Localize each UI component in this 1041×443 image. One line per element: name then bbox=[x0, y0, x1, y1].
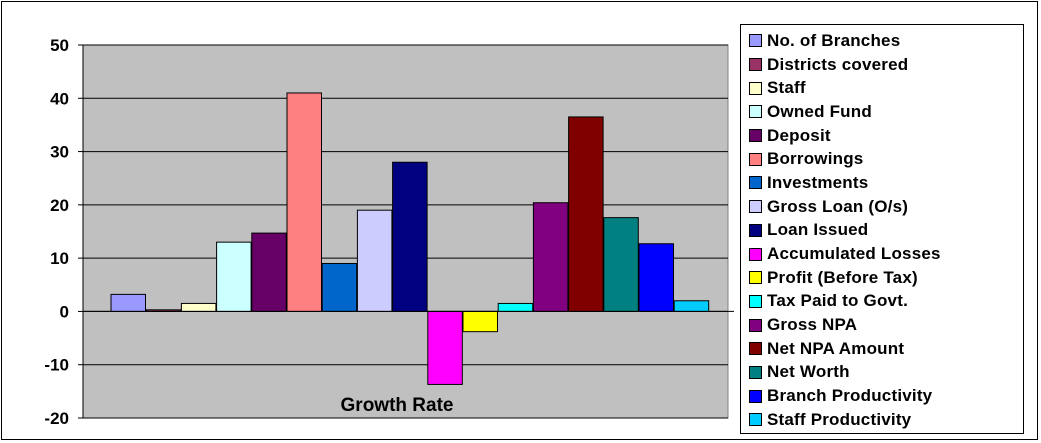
y-tick-label: 20 bbox=[50, 196, 69, 215]
bar-staff bbox=[180, 302, 217, 312]
legend-label: Districts covered bbox=[767, 54, 909, 74]
legend-item: Accumulated Losses bbox=[749, 242, 1023, 266]
legend-label: Branch Productivity bbox=[767, 386, 933, 406]
y-axis: -20 -10 0 10 20 30 40 50 bbox=[44, 36, 734, 428]
y-tick-label: 10 bbox=[50, 249, 69, 268]
bar-loan-issued bbox=[392, 161, 428, 312]
legend-label: Borrowings bbox=[767, 149, 864, 169]
y-tick-label: -20 bbox=[44, 409, 69, 428]
legend-item: Gross NPA bbox=[749, 313, 1023, 337]
bar-no-of-branches bbox=[110, 293, 146, 312]
bar-tax-paid-to-govt bbox=[497, 302, 534, 312]
legend-swatch bbox=[749, 34, 762, 48]
y-tick-label: 0 bbox=[60, 302, 69, 321]
bar-branch-productivity bbox=[638, 243, 674, 312]
bar-staff-productivity bbox=[673, 300, 710, 312]
legend-item: Net NPA Amount bbox=[749, 337, 1023, 361]
bars bbox=[110, 92, 710, 385]
bar-owned-fund bbox=[216, 241, 252, 312]
legend-item: Staff Productivity bbox=[749, 408, 1023, 432]
legend-label: Profit (Before Tax) bbox=[767, 267, 918, 287]
legend-label: Accumulated Losses bbox=[767, 244, 941, 264]
y-tick-label: 50 bbox=[50, 36, 69, 55]
legend-swatch bbox=[749, 271, 762, 285]
legend-item: Borrowings bbox=[749, 147, 1023, 171]
legend-item: Districts covered bbox=[749, 53, 1023, 77]
legend-swatch bbox=[749, 342, 762, 356]
legend-swatch bbox=[749, 318, 762, 332]
legend-swatch bbox=[749, 176, 762, 190]
bar-borrowings bbox=[286, 92, 322, 312]
legend-item: No. of Branches bbox=[749, 29, 1023, 53]
bar-deposit bbox=[251, 232, 287, 312]
legend-label: Net NPA Amount bbox=[767, 338, 905, 358]
legend-swatch bbox=[749, 413, 762, 427]
legend-item: Tax Paid to Govt. bbox=[749, 290, 1023, 314]
legend-item: Staff bbox=[749, 76, 1023, 100]
legend-item: Loan Issued bbox=[749, 219, 1023, 243]
bar-investments bbox=[321, 262, 358, 312]
bar-profit-before-tax bbox=[462, 310, 498, 333]
bar-gross-npa bbox=[532, 202, 569, 312]
chart-title: Growth Rate bbox=[341, 395, 454, 416]
legend-swatch bbox=[749, 389, 762, 403]
legend-swatch bbox=[749, 247, 762, 261]
y-tick-label: 30 bbox=[50, 143, 69, 162]
legend-swatch bbox=[749, 200, 762, 214]
legend-label: Deposit bbox=[767, 125, 831, 145]
y-tick-label: -10 bbox=[44, 356, 69, 375]
legend-swatch bbox=[749, 294, 762, 308]
legend-label: Loan Issued bbox=[767, 220, 869, 240]
legend-label: Gross Loan (O/s) bbox=[767, 196, 909, 216]
legend: No. of Branches Districts covered Staff Own… bbox=[740, 24, 1024, 434]
legend-label: Staff Productivity bbox=[767, 409, 912, 429]
legend-swatch bbox=[749, 58, 762, 72]
legend-label: Gross NPA bbox=[767, 315, 858, 335]
legend-swatch bbox=[749, 152, 762, 166]
legend-swatch bbox=[749, 129, 762, 143]
legend-label: Tax Paid to Govt. bbox=[767, 291, 908, 311]
legend-swatch bbox=[749, 105, 762, 119]
bar-gross-loan-o-s bbox=[356, 209, 393, 312]
legend-label: Owned Fund bbox=[767, 101, 872, 121]
legend-label: No. of Branches bbox=[767, 30, 901, 50]
legend-item: Deposit bbox=[749, 124, 1023, 148]
legend-item: Gross Loan (O/s) bbox=[749, 195, 1023, 219]
bar-net-npa-amount bbox=[568, 116, 604, 312]
bar-net-worth bbox=[603, 217, 639, 312]
legend-item: Branch Productivity bbox=[749, 384, 1023, 408]
legend-swatch bbox=[749, 81, 762, 95]
legend-label: Investments bbox=[767, 172, 869, 192]
legend-item: Net Worth bbox=[749, 361, 1023, 385]
legend-swatch bbox=[749, 365, 762, 379]
legend-label: Staff bbox=[767, 78, 806, 98]
y-tick-label: 40 bbox=[50, 89, 69, 108]
bar-accumulated-losses bbox=[427, 310, 463, 385]
legend-item: Owned Fund bbox=[749, 100, 1023, 124]
legend-item: Investments bbox=[749, 171, 1023, 195]
legend-item: Profit (Before Tax) bbox=[749, 266, 1023, 290]
legend-swatch bbox=[749, 223, 762, 237]
legend-label: Net Worth bbox=[767, 362, 850, 382]
